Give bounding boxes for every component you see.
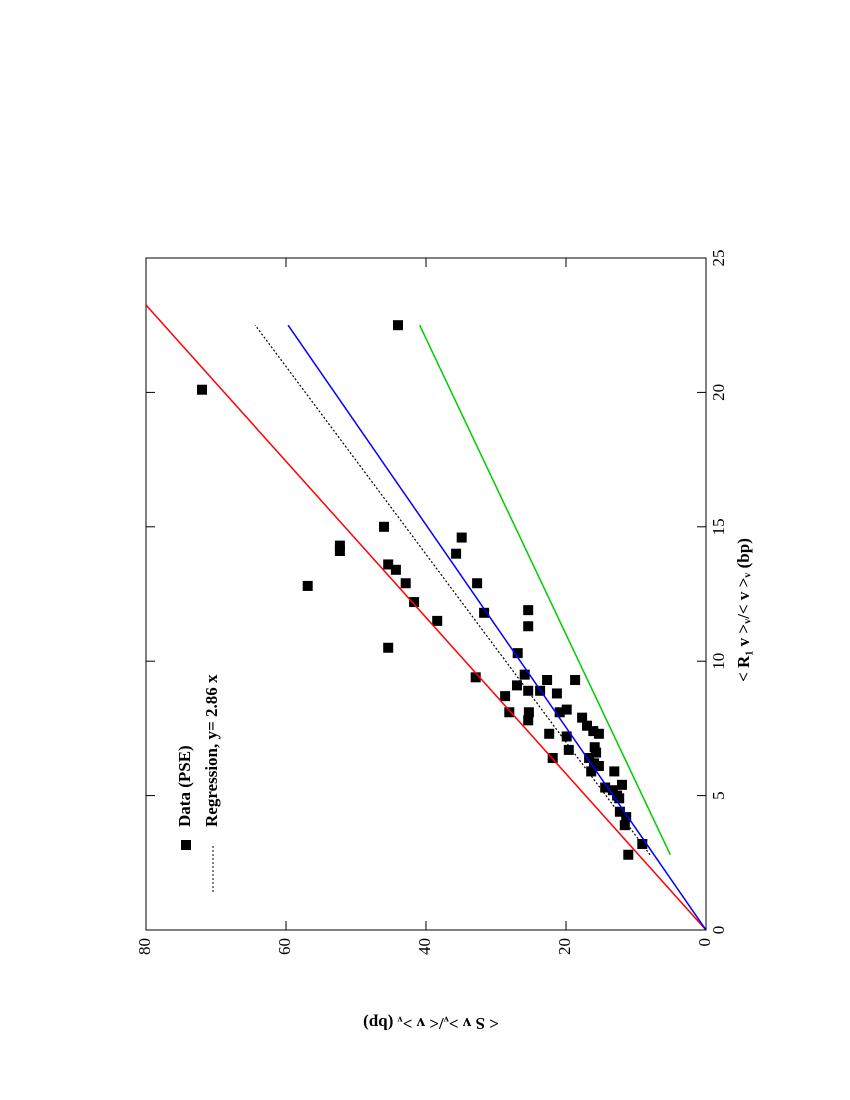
plot-area <box>146 304 706 930</box>
legend-marker <box>181 840 191 850</box>
data-point <box>334 545 345 556</box>
chart: < R₁ v >ᵥ/< v >ᵥ (bp) < S v >ᵥ/< v >ᵥ (b… <box>135 250 753 1034</box>
data-point <box>409 597 420 608</box>
legend-label: Data (PSE) <box>175 745 194 827</box>
legend-label: Regression, y= 2.86 x <box>202 674 221 827</box>
y-tick-label: 20 <box>555 938 574 955</box>
data-point <box>456 532 467 543</box>
x-tick-label: 10 <box>709 653 728 670</box>
line <box>146 304 706 930</box>
data-point <box>400 578 411 589</box>
data-point <box>591 747 602 758</box>
y-axis-label: < S v >ᵥ/< v >ᵥ (bp) <box>363 1014 499 1033</box>
x-tick-label: 20 <box>709 384 728 401</box>
x-axis-label: < R₁ v >ᵥ/< v >ᵥ (bp) <box>734 538 753 682</box>
data-point <box>383 559 394 570</box>
data-point <box>379 521 389 532</box>
data-point <box>523 715 534 726</box>
y-tick-label: 80 <box>135 938 154 955</box>
line <box>419 324 671 856</box>
data-point <box>523 707 534 718</box>
x-tick-label: 25 <box>709 250 728 267</box>
data-point <box>623 849 634 860</box>
y-tick-label: 0 <box>695 938 714 947</box>
data-point <box>586 766 597 777</box>
data-point <box>593 728 604 739</box>
data-point <box>619 820 630 831</box>
data-point <box>383 642 394 653</box>
data-point <box>512 680 522 691</box>
data-point <box>523 621 534 632</box>
line <box>287 324 706 930</box>
data-point <box>472 578 483 589</box>
data-point <box>302 580 313 591</box>
data-point <box>523 605 534 616</box>
data-point <box>500 691 511 702</box>
data-point <box>197 384 207 395</box>
data-point <box>570 675 581 686</box>
data-point <box>519 669 530 680</box>
x-tick-label: 15 <box>709 518 728 535</box>
x-tick-label: 5 <box>709 791 728 800</box>
data-point <box>551 688 562 699</box>
data-point <box>393 320 403 331</box>
data-point <box>504 707 515 718</box>
data-point <box>617 779 627 790</box>
data-point <box>451 548 462 559</box>
y-tick-label: 60 <box>275 938 294 955</box>
data-point <box>512 648 523 659</box>
data-point <box>563 744 574 755</box>
data-point <box>600 782 611 793</box>
data-point <box>593 761 604 772</box>
data-point <box>609 766 620 777</box>
data-point <box>621 812 632 823</box>
data-point <box>561 704 572 715</box>
y-tick-label: 40 <box>415 938 434 955</box>
data-point <box>479 607 490 618</box>
x-tick-label: 0 <box>709 926 728 935</box>
data-point <box>432 615 443 626</box>
data-point <box>542 675 553 686</box>
data-point <box>577 712 588 723</box>
data-point <box>390 564 401 575</box>
data-point <box>544 728 555 739</box>
